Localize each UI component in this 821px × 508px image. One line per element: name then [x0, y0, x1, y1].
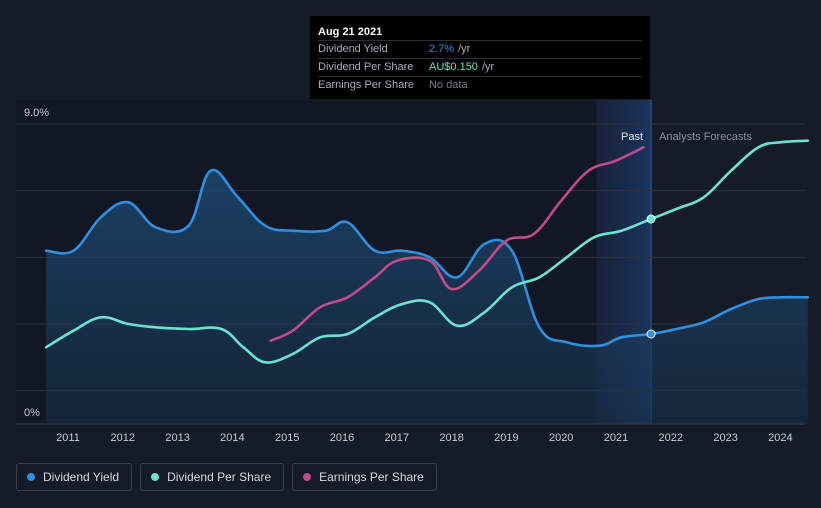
marker-dividend-yield — [646, 329, 656, 339]
series-line-dividend-per-share — [44, 139, 810, 364]
x-tick-label: 2011 — [56, 432, 80, 444]
tooltip-unit: /yr — [481, 61, 495, 73]
legend-dot-icon — [27, 473, 35, 481]
series-line-dividend-yield — [44, 168, 810, 348]
x-tick-label: 2022 — [659, 432, 683, 444]
chart-legend: Dividend Yield Dividend Per Share Earnin… — [16, 463, 437, 491]
x-tick-label: 2019 — [494, 432, 518, 444]
legend-dot-icon — [303, 473, 312, 481]
past-region-label: Past — [621, 131, 643, 143]
x-tick-label: 2018 — [439, 432, 463, 444]
tooltip-label: Dividend Yield — [318, 43, 388, 55]
x-tick-label: 2013 — [165, 432, 189, 444]
series-line-earnings-per-share — [269, 146, 645, 342]
tooltip-row-earnings-per-share: Earnings Per Share No data — [318, 76, 642, 94]
tooltip-row-dividend-per-share: Dividend Per Share AU$0.150 /yr — [318, 58, 642, 76]
tooltip-label: Dividend Per Share — [318, 61, 414, 73]
tooltip-label: Earnings Per Share — [318, 79, 414, 91]
tooltip-value: 2.7% — [429, 43, 455, 55]
x-tick-label: 2016 — [330, 432, 354, 444]
legend-item-dividend-per-share[interactable]: Dividend Per Share — [140, 463, 285, 491]
tooltip-value: No data — [429, 79, 468, 91]
x-tick-label: 2014 — [220, 432, 244, 444]
legend-item-dividend-yield[interactable]: Dividend Yield — [16, 463, 133, 491]
x-tick-label: 2015 — [275, 432, 299, 444]
x-tick-label: 2021 — [604, 432, 628, 444]
y-tick-label: 9.0% — [24, 107, 49, 119]
marker-dividend-per-share — [646, 214, 656, 224]
x-tick-label: 2020 — [549, 432, 573, 444]
series-area-dividend-yield — [46, 169, 808, 424]
x-tick-label: 2024 — [768, 432, 792, 444]
forecast-region-label: Analysts Forecasts — [659, 131, 752, 143]
tooltip-value: AU$0.150 — [429, 61, 478, 73]
x-tick-label: 2017 — [385, 432, 409, 444]
tooltip-unit: /yr — [458, 43, 471, 55]
y-tick-label: 0% — [24, 407, 40, 419]
x-tick-label: 2012 — [111, 432, 135, 444]
legend-item-earnings-per-share[interactable]: Earnings Per Share — [292, 463, 437, 491]
tooltip-row-dividend-yield: Dividend Yield 2.7% /yr — [318, 40, 642, 58]
legend-label: Dividend Yield — [43, 470, 120, 484]
x-tick-label: 2023 — [713, 432, 737, 444]
legend-label: Dividend Per Share — [167, 470, 272, 484]
hover-tooltip: Aug 21 2021 Dividend Yield 2.7% /yr Divi… — [310, 16, 650, 99]
legend-label: Earnings Per Share — [319, 470, 424, 484]
tooltip-date: Aug 21 2021 — [318, 26, 383, 38]
legend-dot-icon — [151, 473, 160, 481]
